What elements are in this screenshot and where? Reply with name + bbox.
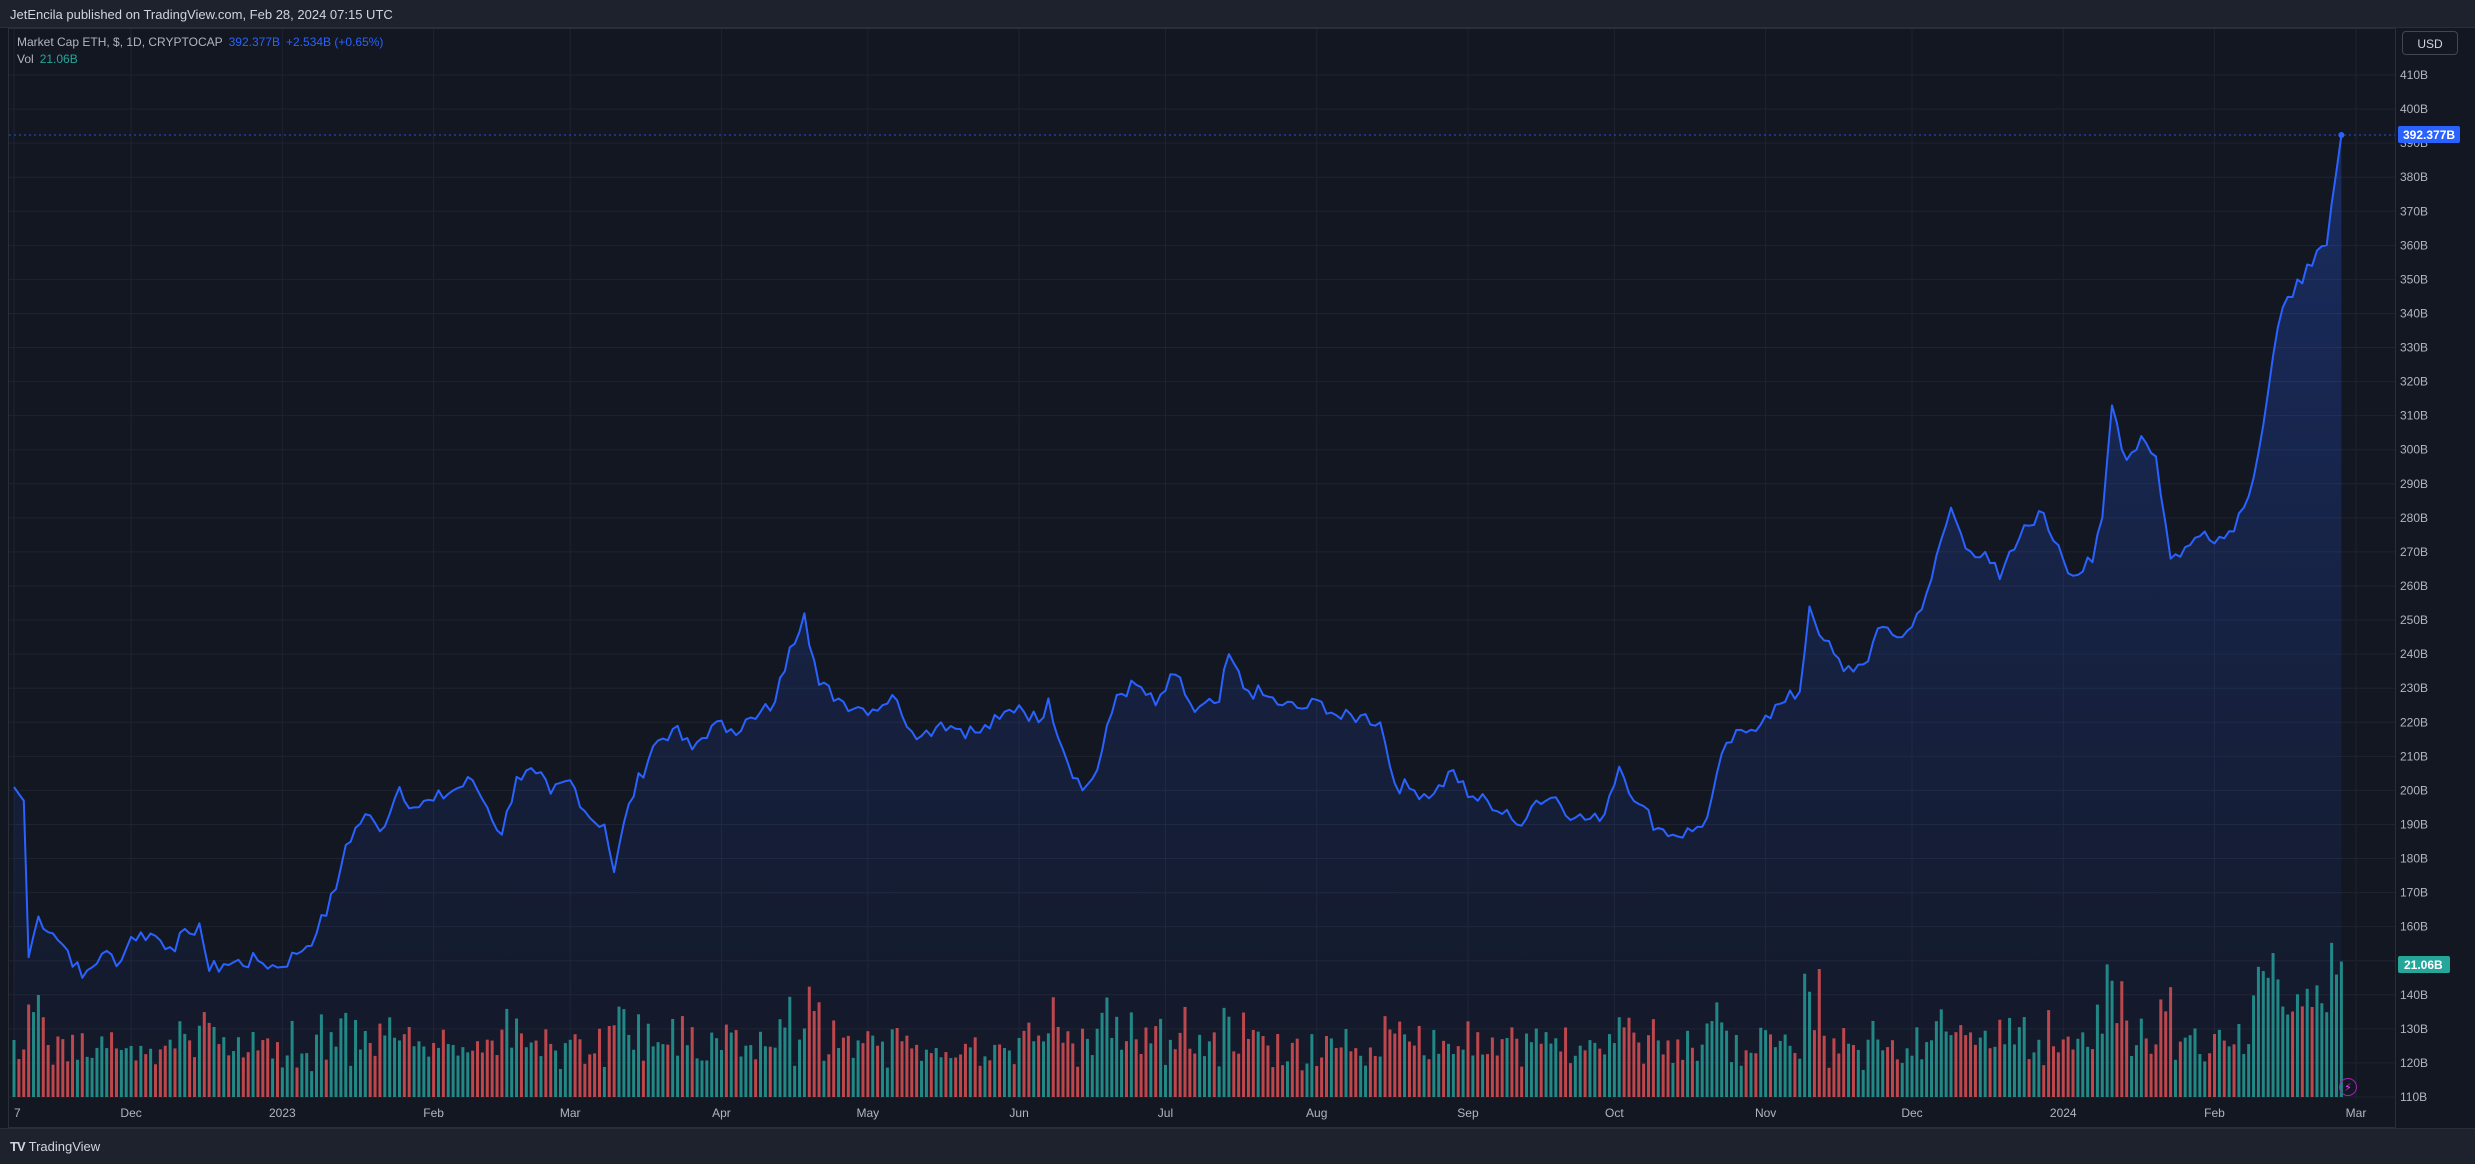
y-tick-label: 200B	[2400, 783, 2428, 797]
y-tick-label: 240B	[2400, 647, 2428, 661]
y-tick-label: 160B	[2400, 920, 2428, 934]
y-tick-label: 320B	[2400, 375, 2428, 389]
x-tick-label: Feb	[2204, 1106, 2225, 1120]
legend-main-row: Market Cap ETH, $, 1D, CRYPTOCAP 392.377B…	[17, 34, 383, 51]
y-tick-label: 120B	[2400, 1056, 2428, 1070]
legend-volume-row: Vol 21.06B	[17, 51, 383, 68]
x-tick-label: Nov	[1755, 1106, 1776, 1120]
legend-volume-value: 21.06B	[39, 52, 78, 66]
x-tick-label: 2023	[269, 1106, 296, 1120]
brand-text: TradingView	[28, 1139, 101, 1154]
y-tick-label: 410B	[2400, 68, 2428, 82]
y-tick-label: 230B	[2400, 681, 2428, 695]
y-tick-label: 280B	[2400, 511, 2428, 525]
y-tick-label: 190B	[2400, 817, 2428, 831]
y-tick-label: 250B	[2400, 613, 2428, 627]
legend-change: +2.534B (+0.65%)	[286, 35, 384, 49]
y-tick-label: 260B	[2400, 579, 2428, 593]
x-tick-label: Dec	[120, 1106, 141, 1120]
time-axis[interactable]: 7 Dec 2023 Feb Mar Apr May Jun Jul Aug Sep Oct Nov De…	[14, 1106, 2366, 1120]
tradingview-brand[interactable]: TV TradingView	[10, 1139, 100, 1154]
x-tick-label: Sep	[1457, 1106, 1479, 1120]
y-tick-label: 360B	[2400, 238, 2428, 252]
x-tick-label: 2024	[2050, 1106, 2077, 1120]
x-tick-label: 7	[14, 1106, 21, 1120]
y-tick-label: 370B	[2400, 204, 2428, 218]
y-tick-label: 180B	[2400, 852, 2428, 866]
price-line	[13, 134, 2343, 979]
footer-bar: TV TradingView	[0, 1128, 2475, 1164]
x-tick-label: Mar	[560, 1106, 581, 1120]
price-axis[interactable]: 410B400B390B380B370B360B350B340B330B320B…	[2400, 68, 2428, 1104]
y-tick-label: 300B	[2400, 443, 2428, 457]
x-tick-label: Jul	[1158, 1106, 1173, 1120]
y-tick-label: 270B	[2400, 545, 2428, 559]
x-tick-label: Apr	[712, 1106, 731, 1120]
last-value-tags: 392.377B 21.06B	[2398, 126, 2460, 973]
last-volume-tag-text: 21.06B	[2404, 958, 2443, 972]
y-tick-label: 170B	[2400, 886, 2428, 900]
y-tick-label: 110B	[2400, 1090, 2427, 1104]
x-tick-label: Jun	[1009, 1106, 1028, 1120]
top-bar: JetEncila published on TradingView.com, …	[0, 0, 2475, 28]
price-area-fill	[14, 135, 2342, 1097]
y-tick-label: 330B	[2400, 341, 2428, 355]
x-tick-label: Feb	[423, 1106, 444, 1120]
y-tick-label: 340B	[2400, 306, 2428, 320]
x-tick-label: Oct	[1605, 1106, 1624, 1120]
x-tick-label: May	[857, 1106, 880, 1120]
price-chart[interactable]: 410B400B390B380B370B360B350B340B330B320B…	[0, 0, 2475, 1128]
last-volume-tag	[2398, 956, 2450, 973]
y-tick-label: 220B	[2400, 715, 2428, 729]
x-tick-label: Aug	[1306, 1106, 1327, 1120]
price-area	[9, 132, 2396, 1097]
last-price-tag	[2398, 126, 2460, 144]
y-tick-label: 140B	[2400, 988, 2428, 1002]
y-tick-label: 380B	[2400, 170, 2428, 184]
tradingview-logo-icon: TV	[10, 1139, 26, 1154]
x-tick-label: Mar	[2346, 1106, 2367, 1120]
last-price-tag-text: 392.377B	[2403, 128, 2455, 142]
y-tick-label: 310B	[2400, 409, 2428, 423]
legend-price: 392.377B	[228, 35, 281, 49]
x-tick-label: Dec	[1901, 1106, 1922, 1120]
y-tick-label: 130B	[2400, 1022, 2428, 1036]
y-tick-label: 350B	[2400, 272, 2428, 286]
publish-info: JetEncila published on TradingView.com, …	[10, 7, 393, 22]
last-price-dot	[2338, 132, 2345, 139]
y-tick-label: 400B	[2400, 102, 2428, 116]
lightning-icon[interactable]: ⚡	[2339, 1078, 2357, 1096]
chart-frame	[8, 28, 2396, 1128]
currency-button[interactable]: USD	[2402, 31, 2458, 55]
y-tick-label: 290B	[2400, 477, 2428, 491]
volume-label[interactable]: Vol	[17, 52, 34, 66]
symbol-description[interactable]: Market Cap ETH, $, 1D, CRYPTOCAP	[17, 35, 223, 49]
chart-legend: Market Cap ETH, $, 1D, CRYPTOCAP 392.377B…	[17, 34, 383, 68]
y-tick-label: 210B	[2400, 749, 2428, 763]
